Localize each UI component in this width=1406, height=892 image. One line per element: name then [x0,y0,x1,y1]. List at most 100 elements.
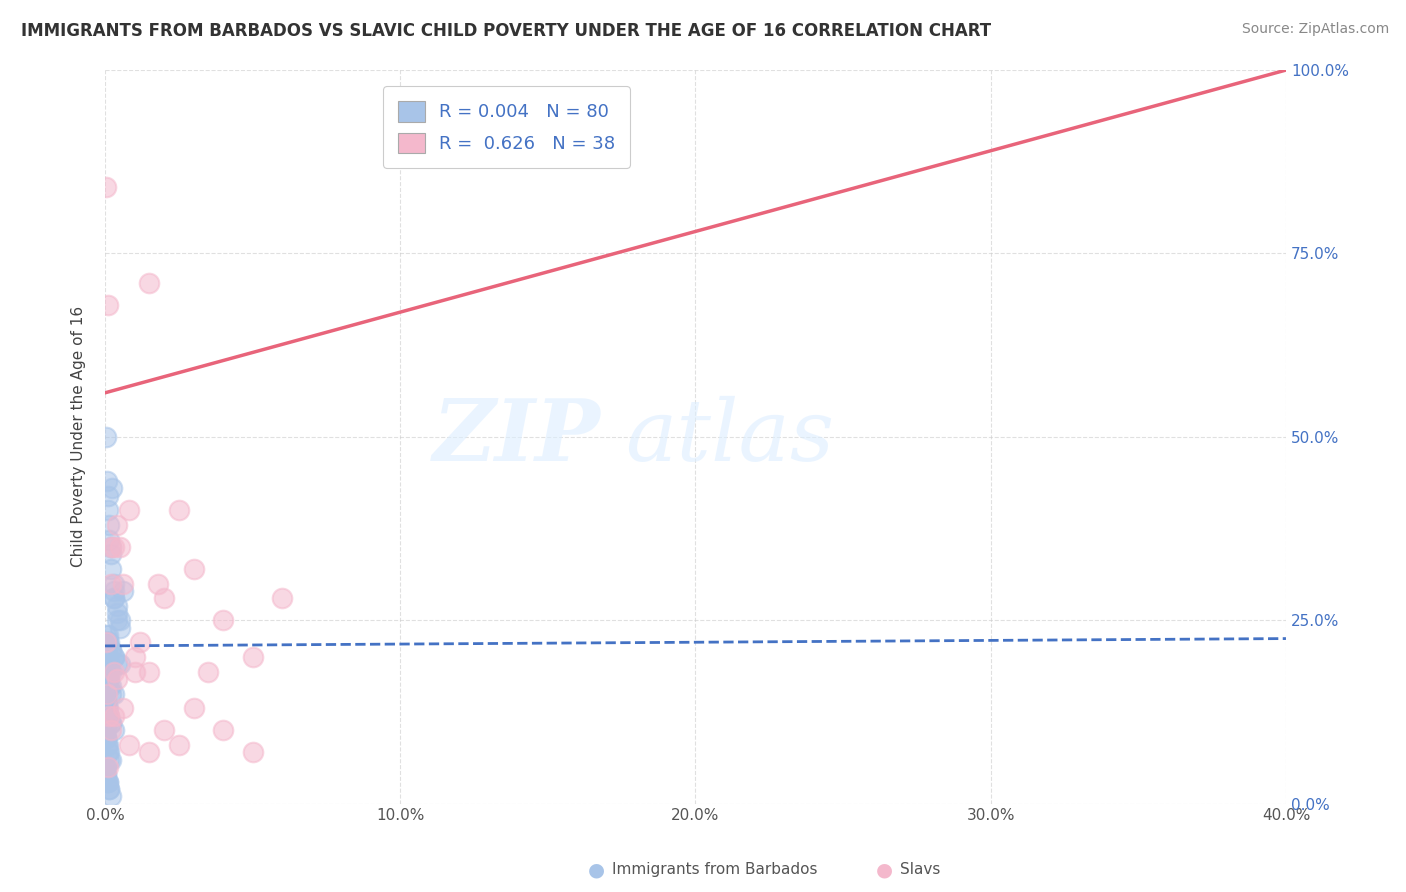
Point [103,649,125,664]
Point [100,642,122,657]
Point [94,665,117,679]
Point [97,672,120,686]
Point [103,576,125,591]
Point [212,613,235,627]
Point [97,298,120,312]
Point [94,760,117,774]
Point [94,635,117,649]
Point [103,708,125,723]
Point [138,665,160,679]
Point [271,591,294,606]
Point [167,738,190,752]
Point [97,774,120,789]
Point [94,694,117,708]
Point [94,635,117,649]
Point [96,474,118,488]
Point [98,533,121,547]
Point [103,583,125,598]
Point [94,723,117,738]
Legend: R = 0.004   N = 80, R =  0.626   N = 38: R = 0.004 N = 80, R = 0.626 N = 38 [384,87,630,168]
Point [97,760,120,774]
Point [100,687,122,701]
Point [97,738,120,752]
Point [94,767,117,781]
Point [97,657,120,672]
Point [117,738,139,752]
Point [197,665,219,679]
Point [97,745,120,759]
Point [97,672,120,686]
Point [153,723,176,738]
Point [103,540,125,554]
Point [96,774,118,789]
Point [97,701,120,715]
Point [98,753,121,767]
Point [97,672,120,686]
Point [108,621,131,635]
Point [103,649,125,664]
Point [242,745,264,759]
Point [105,613,128,627]
Point [100,540,122,554]
Point [100,540,122,554]
Point [94,687,117,701]
Point [97,489,120,503]
Point [105,672,128,686]
Point [96,738,118,752]
Point [105,517,128,532]
Point [103,591,125,606]
Point [100,547,122,561]
Point [96,430,118,444]
Point [100,642,122,657]
Point [98,781,121,796]
Point [153,591,176,606]
Point [96,649,118,664]
Text: ●: ● [876,860,893,880]
Point [96,628,118,642]
Text: ●: ● [588,860,605,880]
Point [100,679,122,693]
Point [111,701,134,715]
Point [242,649,264,664]
Point [96,731,118,745]
Point [97,745,120,759]
Point [100,723,122,738]
Point [183,701,205,715]
Point [96,665,118,679]
Text: Immigrants from Barbados: Immigrants from Barbados [612,863,817,877]
Point [129,635,152,649]
Point [96,687,118,701]
Point [97,774,120,789]
Text: Source: ZipAtlas.com: Source: ZipAtlas.com [1241,22,1389,37]
Point [100,715,122,730]
Point [96,701,118,715]
Point [97,657,120,672]
Point [94,635,117,649]
Point [108,540,131,554]
Point [103,665,125,679]
Point [100,576,122,591]
Point [105,599,128,613]
Point [96,665,118,679]
Point [97,649,120,664]
Y-axis label: Child Poverty Under the Age of 16: Child Poverty Under the Age of 16 [72,306,86,567]
Point [97,503,120,517]
Point [98,708,121,723]
Point [108,657,131,672]
Point [97,708,120,723]
Point [103,723,125,738]
Point [97,628,120,642]
Point [124,649,146,664]
Point [96,642,118,657]
Point [183,562,205,576]
Point [111,583,134,598]
Point [100,789,122,804]
Point [98,708,121,723]
Text: ZIP: ZIP [433,395,600,479]
Text: Slavs: Slavs [900,863,941,877]
Point [138,276,160,290]
Point [108,613,131,627]
Point [138,745,160,759]
Point [105,606,128,620]
Point [98,679,121,693]
